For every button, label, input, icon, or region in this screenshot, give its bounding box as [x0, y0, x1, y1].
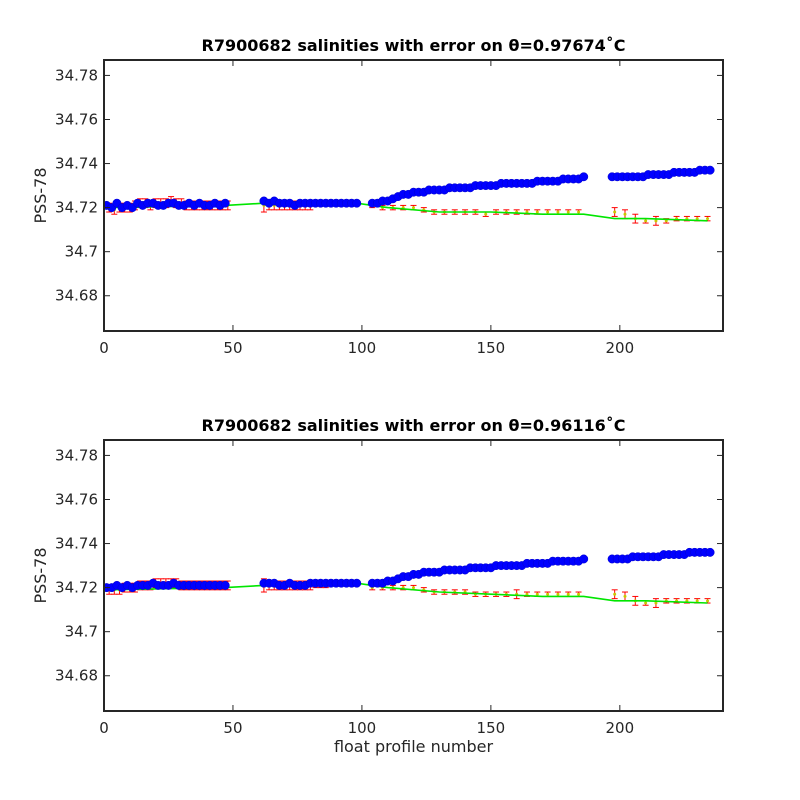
y-tick-label: 34.76 [55, 490, 98, 508]
mapped-salinity-point [535, 210, 539, 214]
x-tick-label: 100 [348, 339, 377, 357]
x-tick-label: 0 [99, 339, 109, 357]
top-plot-panel: 0 50 100 150 200 34.68 34.7 34.72 34.74 34.76 34.7… [31, 36, 724, 357]
y-tick-label: 34.72 [55, 579, 98, 597]
mapped-salinity-point [613, 210, 617, 214]
mapped-salinity-point [623, 594, 627, 598]
bottom-plot-panel: 0 50 100 150 200 34.68 34.7 34.72 34.74 34.76 34.7… [31, 416, 724, 756]
mapped-salinity-point [566, 210, 570, 214]
float-salinity-point [220, 198, 230, 208]
mapped-salinity-point [556, 592, 560, 596]
y-tick-label: 34.68 [55, 287, 98, 305]
chart-title: R7900682 salinities with error on θ=0.97… [202, 36, 626, 55]
mapped-salinity-point [566, 592, 570, 596]
error-bar [611, 207, 618, 217]
axes-box [103, 59, 724, 332]
mapped-salinity-point [556, 210, 560, 214]
mapped-salinity-point [644, 219, 648, 223]
error-bar [652, 215, 659, 226]
fit-line [109, 202, 708, 222]
mapped-salinity-point [535, 592, 539, 596]
mapped-salinity-point [577, 592, 581, 596]
y-tick-label: 34.7 [65, 243, 98, 261]
mapped-salinity-point [412, 586, 415, 590]
y-tick-label: 34.78 [55, 66, 98, 84]
error-bar [652, 598, 659, 608]
mapped-salinity-point [654, 219, 658, 223]
float-salinity-point [579, 554, 589, 564]
y-tick-label: 34.7 [65, 623, 98, 641]
error-bar [704, 598, 711, 604]
x-tick-label: 200 [606, 339, 635, 357]
chart-title: R7900682 salinities with error on θ=0.96… [202, 416, 626, 435]
y-tick-label: 34.74 [55, 535, 98, 553]
mapped-salinity-point [706, 217, 710, 221]
x-tick-label: 50 [223, 719, 242, 737]
y-tick-label: 34.68 [55, 667, 98, 685]
mapped-salinity-point [484, 212, 488, 216]
y-tick-label: 34.78 [55, 446, 98, 464]
mapped-salinity-point [644, 601, 648, 605]
mapped-salinity-point [695, 217, 699, 221]
x-tick-label: 100 [348, 719, 377, 737]
x-axis-label: float profile number [334, 737, 494, 756]
mapped-salinity-point [546, 592, 550, 596]
x-tick-label: 0 [99, 719, 109, 737]
error-bar [611, 589, 618, 600]
y-tick-label: 34.72 [55, 199, 98, 217]
float-salinity-point [705, 165, 715, 175]
mapped-salinity-point [623, 212, 627, 216]
data-layer [104, 165, 715, 226]
mapped-salinity-point [412, 206, 415, 210]
axes-box [103, 439, 724, 712]
x-tick-label: 150 [477, 339, 506, 357]
data-layer [104, 547, 715, 608]
mapped-salinity-point [546, 210, 550, 214]
mapped-salinity-point [706, 599, 710, 603]
error-bar [694, 598, 701, 604]
fit-line [109, 582, 708, 604]
x-tick-label: 150 [477, 719, 506, 737]
float-salinity-point [352, 578, 362, 588]
float-salinity-point [579, 172, 589, 182]
float-salinity-point [705, 547, 715, 557]
mapped-salinity-point [654, 601, 658, 605]
x-tick-label: 50 [223, 339, 242, 357]
float-salinity-point [352, 198, 362, 208]
float-salinity-point [220, 580, 230, 590]
y-axis-label: PSS-78 [31, 167, 50, 223]
mapped-salinity-point [577, 210, 581, 214]
y-axis-label: PSS-78 [31, 547, 50, 603]
x-tick-label: 200 [606, 719, 635, 737]
y-tick-label: 34.76 [55, 110, 98, 128]
mapped-salinity-point [613, 592, 617, 596]
y-tick-label: 34.74 [55, 155, 98, 173]
mapped-salinity-point [695, 599, 699, 603]
